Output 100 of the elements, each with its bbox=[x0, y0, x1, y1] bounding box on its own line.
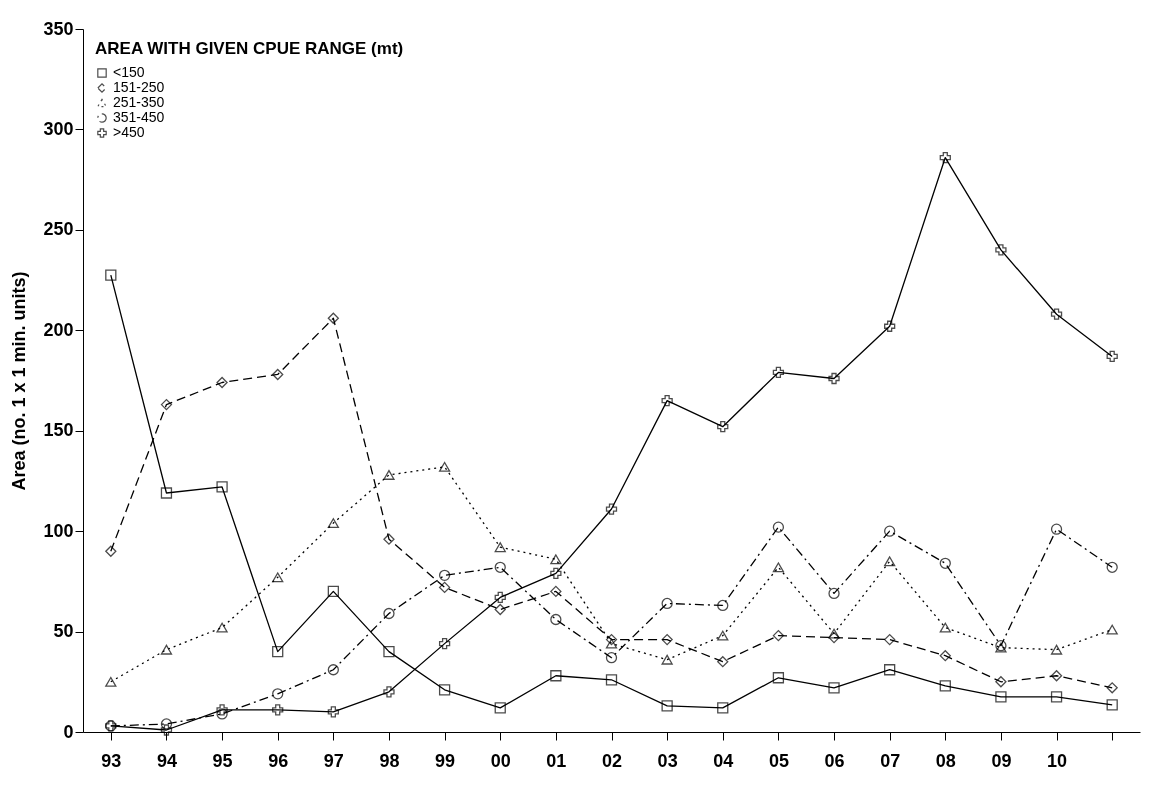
point bbox=[550, 554, 562, 565]
point bbox=[105, 269, 117, 281]
point bbox=[772, 366, 785, 379]
point bbox=[995, 691, 1007, 703]
point bbox=[272, 572, 284, 583]
x-tick-label: 00 bbox=[490, 750, 511, 771]
point bbox=[1106, 624, 1118, 635]
point bbox=[1050, 308, 1063, 320]
point bbox=[216, 704, 228, 716]
point bbox=[383, 686, 395, 698]
point bbox=[1106, 350, 1118, 363]
point bbox=[438, 637, 451, 650]
point bbox=[939, 151, 951, 164]
point bbox=[939, 650, 951, 662]
point bbox=[884, 664, 896, 676]
point bbox=[272, 704, 284, 716]
point bbox=[327, 664, 339, 676]
legend-label: 151-250 bbox=[113, 79, 165, 95]
point bbox=[605, 652, 618, 664]
y-tick-label: 0 bbox=[63, 721, 74, 742]
point bbox=[995, 244, 1007, 256]
point bbox=[605, 674, 618, 686]
point bbox=[160, 718, 173, 730]
point bbox=[494, 603, 506, 616]
y-tick-label: 300 bbox=[43, 118, 74, 139]
point bbox=[939, 557, 951, 569]
point bbox=[438, 684, 451, 696]
point bbox=[327, 312, 339, 324]
point bbox=[216, 376, 228, 389]
y-tick-label: 200 bbox=[43, 319, 74, 340]
point bbox=[550, 585, 562, 598]
x-tick-label: 02 bbox=[601, 750, 623, 771]
x-tick-label: 95 bbox=[212, 750, 233, 771]
x-tick-label: 08 bbox=[935, 750, 956, 771]
point bbox=[995, 676, 1007, 688]
legend-title: AREA WITH GIVEN CPUE RANGE (mt) bbox=[95, 39, 404, 58]
point bbox=[550, 567, 562, 579]
point bbox=[327, 518, 339, 529]
point bbox=[272, 368, 284, 381]
point bbox=[717, 656, 729, 668]
x-tick-label: 04 bbox=[713, 750, 734, 771]
point bbox=[717, 599, 729, 612]
point bbox=[160, 487, 173, 499]
x-tick-label: 99 bbox=[435, 750, 456, 771]
legend-label: >450 bbox=[113, 124, 145, 140]
point bbox=[1050, 523, 1063, 535]
point bbox=[550, 670, 562, 682]
point bbox=[550, 613, 562, 626]
point bbox=[884, 633, 896, 646]
point bbox=[661, 654, 673, 665]
legend-label: 251-350 bbox=[113, 94, 165, 110]
point bbox=[884, 556, 896, 567]
legend-label: <150 bbox=[113, 64, 145, 80]
x-tick-label: 09 bbox=[991, 750, 1012, 771]
point bbox=[884, 525, 896, 537]
point bbox=[605, 638, 618, 649]
x-tick-label: 05 bbox=[768, 750, 789, 771]
point bbox=[939, 622, 951, 633]
point bbox=[494, 591, 506, 604]
point bbox=[1050, 691, 1063, 703]
point bbox=[160, 398, 173, 411]
point bbox=[327, 585, 339, 598]
point bbox=[1050, 644, 1063, 655]
point bbox=[772, 521, 785, 533]
point bbox=[383, 469, 395, 480]
point bbox=[216, 622, 228, 633]
point bbox=[438, 569, 451, 581]
y-axis-title: Area (no. 1 x 1 min. units) bbox=[9, 271, 30, 491]
point bbox=[661, 633, 673, 646]
point bbox=[717, 421, 729, 433]
point bbox=[605, 503, 618, 515]
point bbox=[438, 581, 451, 594]
x-tick-label: 06 bbox=[824, 750, 845, 771]
point bbox=[939, 680, 951, 692]
point bbox=[1106, 561, 1118, 573]
point bbox=[884, 320, 896, 332]
point bbox=[160, 724, 173, 736]
point bbox=[772, 672, 785, 684]
point bbox=[105, 545, 117, 557]
point bbox=[160, 644, 173, 655]
point bbox=[383, 646, 395, 658]
point bbox=[661, 597, 673, 610]
point bbox=[661, 394, 673, 407]
point bbox=[772, 629, 785, 642]
x-tick-label: 94 bbox=[156, 750, 177, 771]
x-tick-label: 01 bbox=[546, 750, 567, 771]
y-tick-label: 100 bbox=[43, 520, 74, 541]
point bbox=[272, 646, 284, 658]
point bbox=[828, 631, 840, 644]
point bbox=[828, 682, 840, 694]
y-tick-label: 250 bbox=[43, 219, 74, 240]
y-tick-label: 350 bbox=[43, 18, 74, 39]
point bbox=[105, 676, 117, 687]
point bbox=[216, 481, 228, 493]
x-tick-label: 07 bbox=[880, 750, 901, 771]
x-tick-label: 97 bbox=[323, 750, 344, 771]
x-tick-label: 03 bbox=[657, 750, 678, 771]
y-tick-label: 50 bbox=[53, 621, 74, 642]
point bbox=[438, 461, 451, 472]
x-tick-label: 10 bbox=[1047, 750, 1068, 771]
